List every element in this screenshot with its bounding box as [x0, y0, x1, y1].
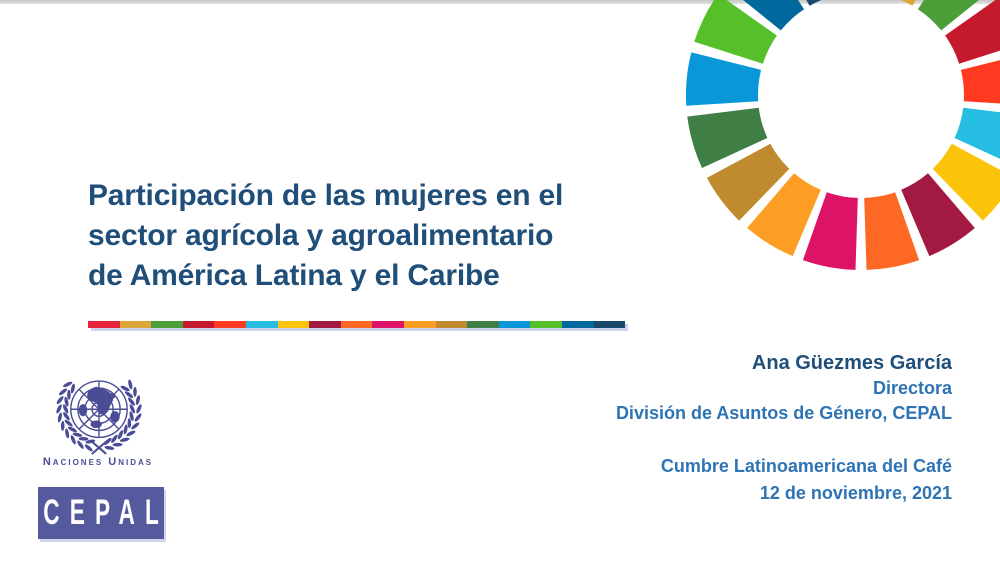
speaker-division: División de Asuntos de Género, CEPAL: [615, 403, 952, 423]
sdg-color-bar: [88, 321, 626, 328]
un-wreath-leaf: [103, 437, 112, 446]
speaker-name: Ana Güezmes García: [751, 352, 952, 374]
sdg-bar-segment: [182, 321, 215, 328]
sdg-wheel-segment: [706, 143, 790, 221]
un-wreath-leaf: [72, 432, 83, 437]
sdg-bar-segment: [467, 321, 499, 328]
un-wreath-leaf: [63, 381, 73, 388]
un-wreath-leaf: [117, 430, 124, 440]
cepal-logo: CEPAL: [38, 487, 164, 539]
un-wreath-leaf: [120, 385, 130, 392]
sdg-wheel-segment: [954, 107, 1000, 159]
un-wreath-leaf: [77, 440, 84, 449]
sdg-bar-segment: [340, 321, 373, 328]
sdg-wheel-segment: [747, 173, 821, 257]
un-wreath-leaf: [128, 379, 133, 390]
sdg-wheel-segment: [917, 0, 979, 31]
un-wreath-leaf: [64, 419, 73, 427]
cepal-label: CEPAL: [43, 492, 169, 532]
un-wreath-leaf: [133, 386, 137, 397]
un-wreath-leaf: [134, 413, 142, 422]
un-wreath-leaf: [58, 388, 68, 396]
un-wreath-leaf: [65, 428, 70, 439]
sdg-bar-segment: [593, 321, 626, 328]
title-line-1: Participación de las mujeres en el: [88, 179, 564, 212]
sdg-bar-segment: [498, 321, 531, 328]
un-wreath-leaf: [136, 404, 142, 414]
sdg-bar-segment: [372, 321, 404, 328]
sdg-bar-segment: [151, 321, 183, 328]
sdg-bar-segment: [245, 321, 278, 328]
un-wreath-leaf: [129, 411, 134, 422]
un-wreath-leaf: [131, 422, 140, 430]
slide-title: Participación de las mujeres en el secto…: [88, 176, 648, 296]
speaker-role: Directora: [872, 378, 952, 398]
sdg-bar-segment: [88, 321, 120, 328]
un-wreath-leaf: [125, 391, 134, 399]
un-wreath-leaf: [57, 412, 63, 423]
top-border-strip: [0, 0, 1000, 4]
un-wreath-leaf: [123, 424, 128, 435]
sdg-wheel-segment: [945, 0, 1000, 64]
sdg-wheel-segment: [743, 0, 805, 31]
un-wreath-leaf: [135, 395, 140, 405]
un-wreath-leaf: [63, 412, 70, 421]
un-wreath-leaf: [129, 404, 136, 414]
un-wreath-leaf: [112, 442, 123, 447]
title-line-3: de América Latina y el Caribe: [88, 259, 500, 292]
un-wreath-leaf: [78, 437, 89, 441]
sdg-wheel-segment: [960, 60, 1000, 104]
un-landmasses: [78, 386, 120, 429]
un-wreath-leaf: [67, 389, 71, 400]
sdg-bar-segment: [530, 321, 562, 328]
un-wreath-leaf: [56, 396, 64, 405]
sdg-wheel-segment: [864, 192, 920, 270]
sdg-wheel-segment: [685, 52, 762, 106]
un-wreath-leaf: [67, 426, 77, 433]
event-name: Cumbre Latinoamericana del Café: [660, 456, 952, 476]
title-line-2: sector agrícola y agroalimentario: [88, 219, 554, 252]
sdg-bar-segment: [403, 321, 436, 328]
sdg-bar-segment: [561, 321, 594, 328]
un-wreath-leaf: [70, 435, 76, 445]
un-wreath-leaf: [62, 404, 69, 414]
un-wreath: [56, 379, 142, 452]
sdg-wheel-segment: [901, 173, 975, 257]
sdg-bar-segment: [435, 321, 468, 328]
speaker-block: Ana Güezmes García Directora División de…: [616, 350, 952, 507]
un-emblem-icon: [56, 379, 142, 455]
un-wreath-leaf: [56, 404, 62, 414]
sdg-bar-segment: [277, 321, 310, 328]
un-wreath-leaf: [119, 437, 130, 442]
un-wreath-leaf: [127, 418, 132, 429]
un-wreath-stems: [91, 441, 107, 455]
un-wreath-leaf: [64, 396, 69, 407]
un-caption: Naciones Unidas: [42, 456, 154, 468]
un-wreath-leaf: [84, 444, 93, 452]
sdg-bar-segment: [309, 321, 341, 328]
un-wreath-leaf: [126, 430, 136, 437]
sdg-wheel-segment: [932, 143, 1000, 221]
sdg-bar-segment: [119, 321, 152, 328]
sdg-bar-segment: [214, 321, 246, 328]
sdg-wheel-segment: [694, 0, 777, 64]
event-date: 12 de noviembre, 2021: [759, 483, 952, 503]
un-wreath-leaf: [128, 397, 135, 406]
un-wreath-leaf: [60, 420, 65, 431]
sdg-wheel-segment: [687, 107, 768, 168]
un-wreath-leaf: [111, 434, 118, 443]
un-wreath-leaf: [70, 383, 75, 394]
sdg-wheel-segment: [802, 192, 858, 270]
un-wreath-leaf: [104, 445, 115, 450]
